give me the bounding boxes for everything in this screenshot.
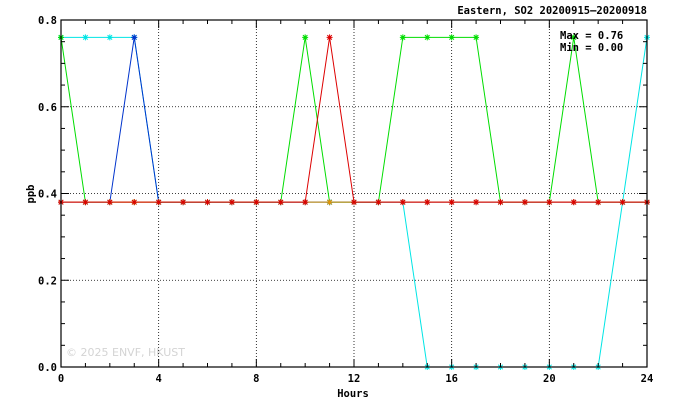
data-point: [424, 34, 431, 41]
x-tick-label: 4: [156, 373, 162, 385]
data-point: [228, 199, 235, 206]
data-point: [351, 199, 357, 206]
data-point: [375, 199, 382, 206]
x-tick-label: 20: [543, 373, 556, 385]
grid: [61, 20, 647, 367]
x-tick-label: 12: [348, 373, 361, 385]
y-tick-label: 0.2: [38, 275, 57, 287]
data-point: [131, 199, 138, 206]
x-axis-label: Hours: [337, 388, 369, 400]
data-point: [277, 199, 284, 206]
data-point: [448, 34, 455, 41]
data-point: [497, 199, 504, 206]
data-point: [82, 199, 89, 206]
y-axis-label: ppb: [25, 185, 37, 204]
series-layer: [58, 34, 650, 370]
data-point: [326, 34, 333, 41]
data-point: [399, 34, 406, 41]
data-point: [106, 34, 113, 41]
data-point: [570, 199, 577, 206]
axis-ticks: [60, 19, 648, 368]
data-point: [424, 199, 431, 206]
data-point: [399, 199, 406, 206]
data-point: [326, 199, 333, 206]
data-point: [619, 199, 626, 206]
data-point: [448, 199, 455, 206]
min-stat: Min = 0.00: [560, 42, 623, 54]
x-tick-label: 8: [253, 373, 259, 385]
y-tick-label: 0.6: [38, 102, 57, 114]
x-tick-label: 24: [641, 373, 654, 385]
data-point: [302, 34, 309, 41]
data-point: [546, 199, 553, 206]
y-tick-label: 0.0: [38, 362, 57, 374]
watermark: © 2025 ENVF, HKUST: [66, 346, 185, 359]
tick-labels: 0 4 8 12 16 20 24 0.0 0.2 0.4 0.6 0.8: [38, 15, 653, 385]
data-point: [473, 34, 480, 41]
data-point: [253, 199, 260, 206]
chart-title: Eastern, SO2 20200915–20200918: [457, 5, 647, 17]
data-point: [82, 34, 89, 41]
data-point: [473, 199, 480, 206]
data-point: [302, 199, 309, 206]
data-point: [155, 199, 162, 206]
data-point: [106, 199, 113, 206]
x-tick-label: 16: [445, 373, 458, 385]
y-tick-label: 0.8: [38, 15, 57, 27]
data-point: [131, 34, 138, 41]
data-point: [570, 34, 577, 41]
x-tick-label: 0: [58, 373, 64, 385]
data-point: [204, 199, 211, 206]
y-tick-label: 0.4: [38, 189, 57, 201]
data-point: [595, 199, 602, 206]
data-point: [180, 199, 187, 206]
max-stat: Max = 0.76: [560, 30, 623, 42]
data-point: [521, 199, 528, 206]
